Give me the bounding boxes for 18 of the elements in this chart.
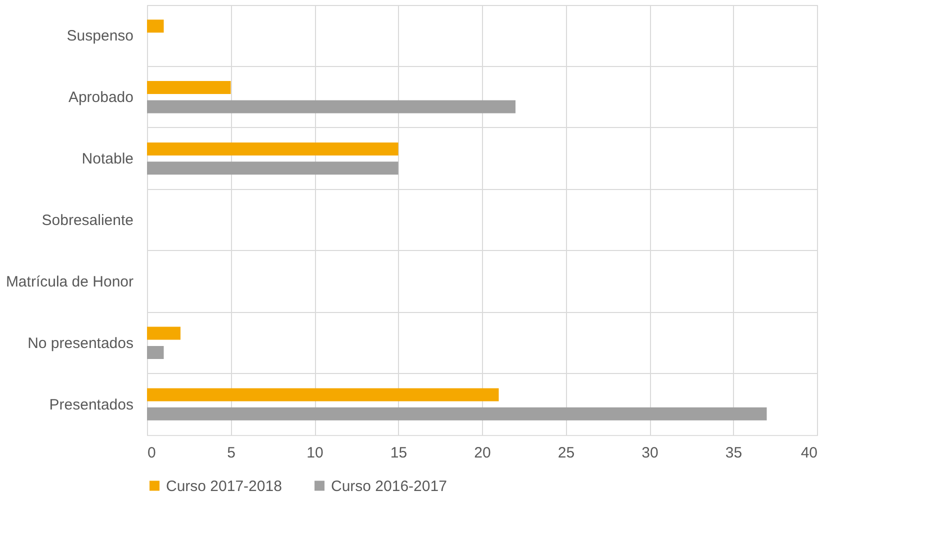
y-tick-label: Notable — [82, 150, 134, 168]
legend-label: Curso 2017-2018 — [166, 478, 282, 495]
y-tick-label: Matrícula de Honor — [6, 273, 134, 290]
y-tick-label: No presentados — [28, 334, 134, 352]
x-tick-label: 0 — [148, 444, 156, 462]
y-tick-label: Presentados — [49, 396, 134, 414]
x-tick-label: 20 — [474, 444, 491, 462]
x-tick-label: 40 — [800, 444, 818, 462]
y-tick-label: Sobresaliente — [42, 212, 134, 229]
x-tick-label: 25 — [558, 444, 575, 462]
x-tick-label: 15 — [390, 444, 408, 462]
x-tick-label: 5 — [227, 444, 236, 462]
y-tick-label: Suspenso — [66, 28, 134, 45]
x-tick-label: 35 — [725, 444, 742, 462]
x-tick-label: 30 — [642, 444, 658, 462]
legend-label: Curso 2016-2017 — [331, 478, 447, 495]
y-tick-label: Aprobado — [68, 89, 134, 106]
x-tick-label: 10 — [306, 444, 324, 462]
